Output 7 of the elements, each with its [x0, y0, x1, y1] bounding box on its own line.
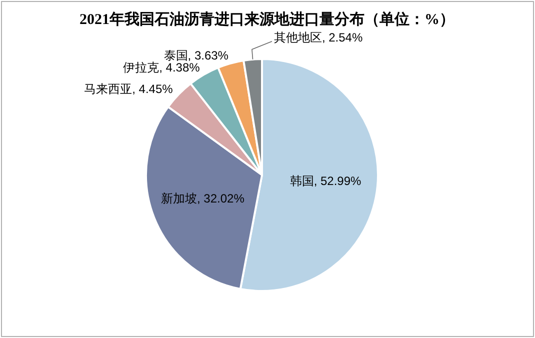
slice-label: 其他地区, 2.54%: [274, 30, 363, 44]
slice-label: 伊拉克, 4.38%: [123, 60, 200, 75]
slice-label: 马来西亚, 4.45%: [84, 82, 174, 96]
slice-label: 泰国, 3.63%: [164, 48, 229, 63]
chart-title: 2021年我国石油沥青进口来源地进口量分布（单位：%）: [80, 11, 454, 28]
slice-label: 新加坡, 32.02%: [161, 192, 245, 206]
slice-label: 韩国, 52.99%: [290, 174, 362, 188]
